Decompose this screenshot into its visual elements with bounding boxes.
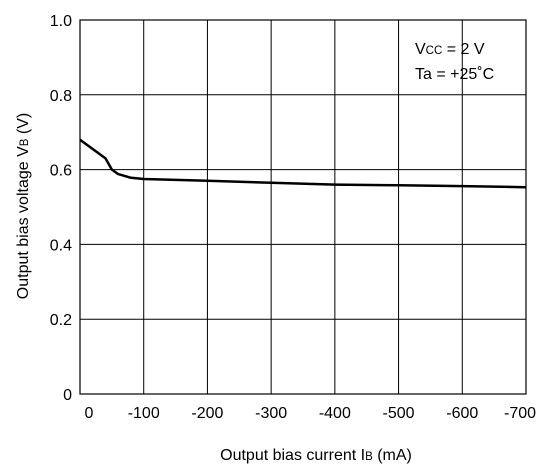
x-tick-label: 0 xyxy=(85,405,94,422)
y-axis-title: Output bias voltage VB (V) xyxy=(15,113,32,299)
y-tick-labels: 0 0.2 0.4 0.6 0.8 1.0 xyxy=(50,13,72,404)
y-tick-label: 0.8 xyxy=(50,88,72,105)
y-tick-label: 0.6 xyxy=(50,163,72,180)
x-tick-label: -200 xyxy=(191,405,223,422)
y-tick-label: 0.2 xyxy=(50,312,72,329)
x-axis-title: Output bias current IB (mA) xyxy=(220,447,412,464)
y-tick-label: 0 xyxy=(63,387,72,404)
x-tick-label: -100 xyxy=(128,405,160,422)
x-tick-labels: 0 -100 -200 -300 -400 -500 -600 -700 xyxy=(85,405,537,422)
annotation-ta: Ta = +25˚C xyxy=(415,66,494,83)
y-tick-label: 0.4 xyxy=(50,237,72,254)
y-tick-label: 1.0 xyxy=(50,13,72,30)
x-tick-label: -700 xyxy=(504,405,536,422)
x-tick-label: -300 xyxy=(255,405,287,422)
grid xyxy=(80,20,526,394)
plot-frame xyxy=(79,19,527,395)
x-tick-label: -400 xyxy=(319,405,351,422)
annotation-box: VCC = 2 V Ta = +25˚C xyxy=(415,41,494,83)
annotation-vcc: VCC = 2 V xyxy=(415,41,485,58)
x-tick-label: -500 xyxy=(383,405,415,422)
series-line xyxy=(79,138,527,189)
x-tick-label: -600 xyxy=(446,405,478,422)
